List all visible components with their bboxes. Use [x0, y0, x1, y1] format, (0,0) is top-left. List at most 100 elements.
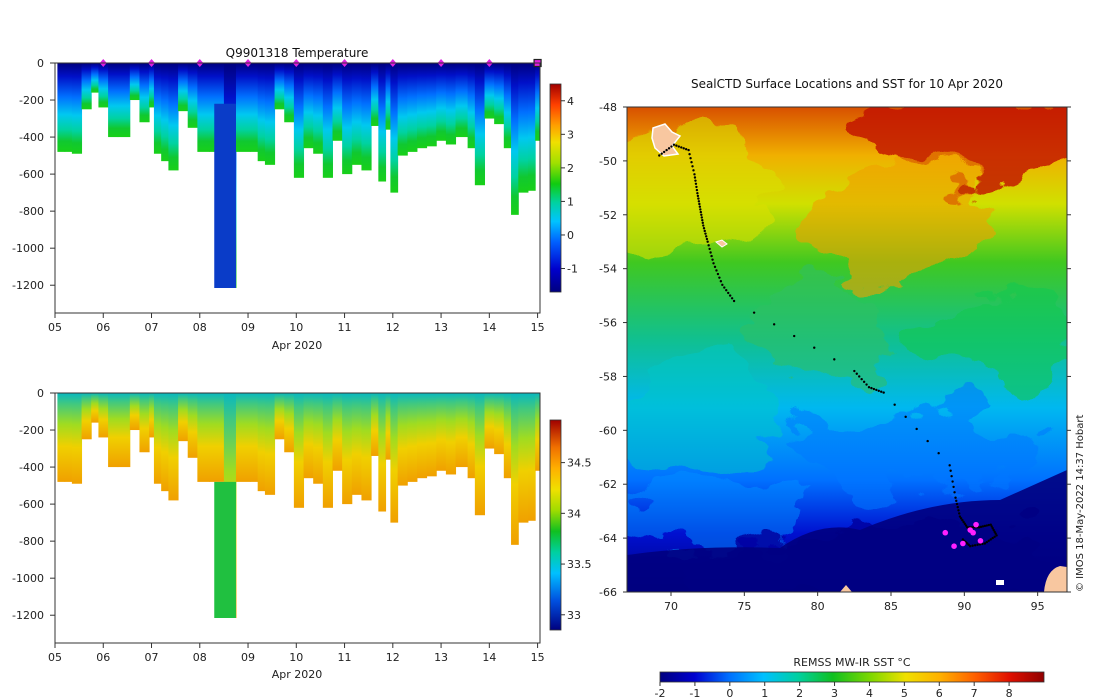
temperature-axes: 05 06 07 08 09 10 11 12 13 14 15 0 -200 -400 -600 -800 -…: [12, 57, 545, 334]
sst-colorbar-tick-label: 4: [866, 687, 873, 700]
temperature-profile-bar: [445, 63, 457, 145]
salinity-profile-bar: [474, 393, 486, 516]
track-point: [704, 232, 707, 235]
track-point: [992, 528, 995, 532]
colorbar-tick-label: 34.5: [567, 457, 592, 470]
track-point: [702, 224, 705, 227]
track-point: [693, 173, 696, 176]
temperature-profile-bar: [303, 63, 314, 149]
salinity-profile-bar: [503, 393, 512, 479]
surface-locations: [942, 521, 984, 549]
temperature-profile-bar: [361, 63, 372, 171]
track-point: [948, 464, 951, 467]
map-x-tick-label: 85: [884, 600, 898, 613]
sst-colorbar-tick-label: 7: [971, 687, 978, 700]
track-point: [719, 280, 723, 283]
salinity-profile-bar: [407, 393, 418, 482]
track-point: [882, 391, 885, 394]
temperature-profile-bar: [407, 63, 418, 152]
temperature-profile-bar: [503, 63, 512, 149]
track-point: [990, 525, 993, 528]
salinity-profile-bar: [284, 393, 295, 453]
track-point: [955, 499, 958, 503]
temperature-profile-bar: [511, 63, 519, 215]
sst-colorbar-tick-label: 8: [1006, 687, 1013, 700]
x-tick-label: 08: [193, 651, 207, 664]
sst-colorbar: [659, 671, 1045, 683]
track-point: [713, 265, 717, 269]
antarctica-coast-west: [840, 585, 852, 592]
map-y-tick-label: -60: [599, 424, 617, 437]
x-tick-label: 08: [193, 321, 207, 334]
salinity-panel: 05 06 07 08 09 10 11 12 13 14 15 0 -200 -400 -600 -800 -…: [12, 387, 591, 681]
track-point: [989, 538, 992, 541]
map-x-tick-label: 90: [957, 600, 971, 613]
map-x-tick-label: 95: [1031, 600, 1045, 613]
track-point: [976, 543, 979, 547]
track-point: [696, 194, 700, 198]
island-kerguelen: [651, 123, 682, 157]
track-point: [950, 474, 953, 478]
track-point: [701, 221, 704, 225]
x-tick-label: 09: [241, 651, 255, 664]
temperature-profile-bar: [284, 63, 295, 123]
track-point: [904, 415, 907, 419]
track-point: [855, 372, 858, 375]
salinity-profile-bar: [385, 393, 391, 460]
track-point: [983, 524, 987, 528]
temperature-profile-bar: [91, 63, 99, 93]
x-tick-label: 13: [434, 651, 448, 664]
track-point: [711, 258, 714, 261]
salinity-profile-bar: [64, 393, 73, 482]
credit-text: © IMOS 18-May-2022 14:37 Hobart: [1075, 415, 1086, 592]
temperature-profile-bar: [390, 63, 399, 193]
track-point: [675, 144, 678, 147]
salinity-profile-bar: [397, 393, 408, 486]
sst-colorbar-tick-label: -1: [689, 687, 700, 700]
track-point: [665, 148, 668, 152]
sst-colorbar-tick-label: 3: [831, 687, 838, 700]
salinity-profile-bar: [332, 393, 343, 471]
track-point: [813, 346, 816, 349]
deep-profile-salinity: [214, 481, 236, 618]
x-tick-label: 14: [482, 321, 496, 334]
temperature-profile-bar: [81, 63, 92, 110]
map-x-tick-label: 70: [664, 600, 678, 613]
track-point: [877, 389, 880, 393]
sst-colorbar-tick-label: 1: [761, 687, 768, 700]
temperature-xlabel: Apr 2020: [272, 339, 323, 352]
track-point: [682, 147, 685, 150]
track-point: [699, 208, 702, 211]
surface-location: [970, 529, 976, 536]
temperature-profile-bar: [129, 63, 140, 101]
track-point: [699, 210, 703, 214]
temperature-profile-bar: [149, 63, 155, 108]
sst-map-frame: [626, 106, 1068, 593]
x-tick-label: 13: [434, 321, 448, 334]
temperature-profile-bar: [64, 63, 73, 152]
track-point: [690, 161, 693, 164]
track-point: [696, 192, 699, 195]
temperature-profile-bar: [426, 63, 437, 147]
track-point: [670, 145, 673, 148]
track-point: [700, 213, 703, 216]
map-y-tick-label: -58: [599, 370, 617, 383]
colorbar-tick-label: 0: [567, 229, 574, 242]
track-point: [949, 469, 952, 472]
salinity-profile-bar: [378, 393, 387, 512]
track-point: [721, 283, 724, 287]
x-tick-label: 11: [338, 651, 352, 664]
temperature-profile-bar: [385, 63, 391, 130]
x-tick-label: 14: [482, 651, 496, 664]
track-point: [695, 185, 698, 189]
x-tick-label: 07: [145, 651, 159, 664]
temperature-profile-bar: [332, 63, 343, 141]
sst-field: [627, 107, 1067, 592]
temperature-profile-bar: [264, 63, 276, 165]
track-point: [991, 536, 994, 540]
salinity-profile-bar: [178, 393, 189, 442]
salinity-profile-bar: [187, 393, 198, 458]
temperature-profile-bar: [322, 63, 333, 178]
x-tick-label: 15: [531, 321, 545, 334]
temperature-profile-bar: [455, 63, 469, 138]
